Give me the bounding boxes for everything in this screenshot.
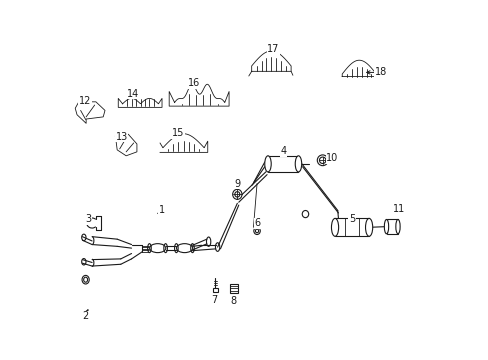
Bar	[267, 156, 298, 172]
Text: 11: 11	[392, 204, 404, 214]
Text: 16: 16	[188, 78, 200, 88]
Polygon shape	[115, 133, 137, 156]
Ellipse shape	[232, 189, 242, 199]
Ellipse shape	[365, 219, 372, 236]
Text: 12: 12	[79, 96, 91, 106]
Bar	[212, 288, 217, 292]
Text: 9: 9	[234, 179, 240, 189]
Polygon shape	[75, 102, 105, 123]
Ellipse shape	[234, 192, 239, 197]
Text: 5: 5	[348, 215, 354, 224]
Text: 6: 6	[253, 218, 260, 228]
Polygon shape	[342, 60, 376, 77]
Text: 4: 4	[280, 146, 286, 156]
Ellipse shape	[149, 244, 165, 253]
Polygon shape	[160, 134, 207, 152]
Bar	[334, 219, 368, 236]
Text: 10: 10	[325, 153, 338, 163]
Ellipse shape	[264, 156, 271, 172]
Text: 17: 17	[266, 44, 279, 54]
Text: 13: 13	[116, 132, 128, 142]
Ellipse shape	[331, 219, 338, 236]
Text: 15: 15	[172, 129, 184, 138]
Polygon shape	[251, 51, 290, 71]
Ellipse shape	[295, 156, 301, 172]
Bar	[386, 220, 397, 234]
Ellipse shape	[395, 220, 399, 234]
Text: 1: 1	[159, 206, 165, 216]
Bar	[229, 284, 237, 293]
Ellipse shape	[319, 157, 325, 163]
Text: 8: 8	[230, 296, 236, 306]
Ellipse shape	[384, 220, 388, 234]
Polygon shape	[169, 84, 228, 106]
Text: 14: 14	[127, 89, 139, 99]
Text: 3: 3	[85, 215, 91, 224]
Text: 7: 7	[210, 295, 217, 305]
Ellipse shape	[176, 244, 192, 253]
Text: 18: 18	[374, 67, 386, 77]
Text: 2: 2	[81, 311, 88, 321]
Polygon shape	[118, 98, 162, 107]
Ellipse shape	[317, 155, 327, 166]
